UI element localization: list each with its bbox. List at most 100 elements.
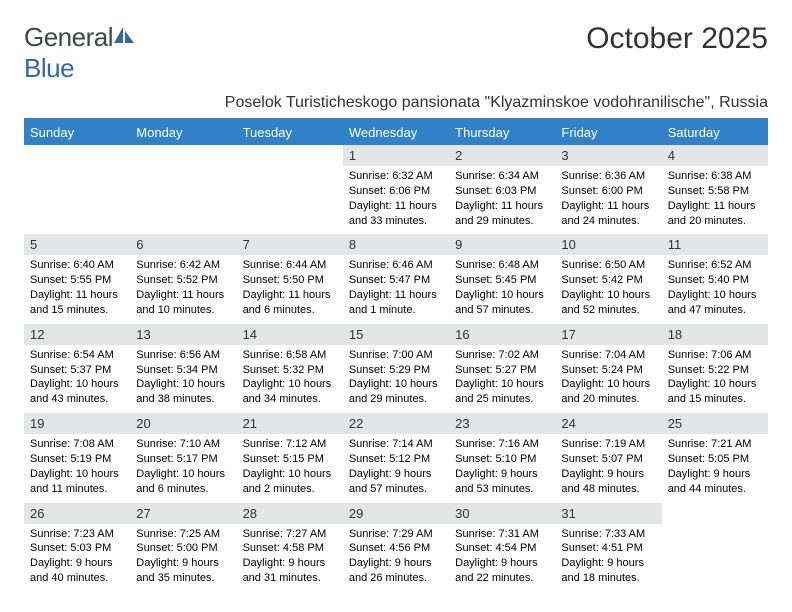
day-info-line: Sunrise: 7:31 AM (455, 527, 549, 542)
day-info-line: Daylight: 10 hours (30, 467, 124, 482)
day-info-line: Sunset: 5:05 PM (668, 452, 762, 467)
day-info-line: Sunrise: 6:48 AM (455, 258, 549, 273)
logo-sail-icon (113, 26, 135, 51)
day-info-line: Sunrise: 6:32 AM (349, 169, 443, 184)
day-content-cell: Sunrise: 6:56 AMSunset: 5:34 PMDaylight:… (130, 345, 236, 413)
day-content-cell: Sunrise: 7:23 AMSunset: 5:03 PMDaylight:… (24, 524, 130, 592)
day-number-cell: 27 (130, 503, 236, 524)
day-info-line: and 11 minutes. (30, 482, 124, 497)
day-number-cell (662, 503, 768, 524)
day-info-line: Daylight: 9 hours (349, 556, 443, 571)
day-info-line: Sunset: 5:03 PM (30, 541, 124, 556)
day-content-cell: Sunrise: 6:52 AMSunset: 5:40 PMDaylight:… (662, 255, 768, 323)
day-info-line: Daylight: 10 hours (349, 377, 443, 392)
day-number-cell: 2 (449, 145, 555, 166)
day-content-cell: Sunrise: 7:08 AMSunset: 5:19 PMDaylight:… (24, 434, 130, 502)
day-info-line: and 38 minutes. (136, 392, 230, 407)
day-info-line: and 31 minutes. (243, 571, 337, 586)
day-number-row: 1234 (24, 145, 768, 166)
day-info-line: Sunset: 5:17 PM (136, 452, 230, 467)
day-content-cell: Sunrise: 7:04 AMSunset: 5:24 PMDaylight:… (555, 345, 661, 413)
day-info-line: and 43 minutes. (30, 392, 124, 407)
day-info-line: Daylight: 9 hours (136, 556, 230, 571)
day-content-cell: Sunrise: 7:19 AMSunset: 5:07 PMDaylight:… (555, 434, 661, 502)
day-info-line: Sunrise: 7:25 AM (136, 527, 230, 542)
day-info-line: Sunrise: 6:34 AM (455, 169, 549, 184)
day-number-cell: 7 (237, 234, 343, 255)
day-content-cell: Sunrise: 7:29 AMSunset: 4:56 PMDaylight:… (343, 524, 449, 592)
day-number-cell: 28 (237, 503, 343, 524)
day-number-cell: 31 (555, 503, 661, 524)
day-info-line: Daylight: 11 hours (349, 199, 443, 214)
day-info-line: Sunset: 4:54 PM (455, 541, 549, 556)
day-info-line: Daylight: 9 hours (243, 556, 337, 571)
day-info-line: Sunrise: 6:58 AM (243, 348, 337, 363)
day-content-cell: Sunrise: 6:40 AMSunset: 5:55 PMDaylight:… (24, 255, 130, 323)
day-info-line: Sunrise: 7:16 AM (455, 437, 549, 452)
day-number-cell: 15 (343, 324, 449, 345)
day-info-line: Sunset: 5:24 PM (561, 363, 655, 378)
day-info-line: Sunset: 5:45 PM (455, 273, 549, 288)
day-info-line: Sunset: 6:00 PM (561, 184, 655, 199)
day-number-cell: 10 (555, 234, 661, 255)
day-content-cell: Sunrise: 7:14 AMSunset: 5:12 PMDaylight:… (343, 434, 449, 502)
day-info-line: Sunset: 4:56 PM (349, 541, 443, 556)
day-info-line: and 20 minutes. (561, 392, 655, 407)
weekday-header: Saturday (662, 119, 768, 145)
day-content-cell: Sunrise: 7:00 AMSunset: 5:29 PMDaylight:… (343, 345, 449, 413)
day-info-line: Daylight: 9 hours (349, 467, 443, 482)
day-info-line: and 26 minutes. (349, 571, 443, 586)
day-info-line: Sunset: 5:32 PM (243, 363, 337, 378)
day-info-line: Sunset: 5:52 PM (136, 273, 230, 288)
calendar-body: 1234Sunrise: 6:32 AMSunset: 6:06 PMDayli… (24, 145, 768, 592)
day-info-line: Sunset: 6:03 PM (455, 184, 549, 199)
day-info-line: Sunrise: 7:33 AM (561, 527, 655, 542)
day-number-cell: 21 (237, 413, 343, 434)
day-info-line: and 1 minute. (349, 303, 443, 318)
day-info-line: and 15 minutes. (30, 303, 124, 318)
day-info-line: Daylight: 11 hours (668, 199, 762, 214)
weekday-header: Monday (130, 119, 236, 145)
day-info-line: and 48 minutes. (561, 482, 655, 497)
day-info-line: Sunset: 5:58 PM (668, 184, 762, 199)
day-content-row: Sunrise: 6:40 AMSunset: 5:55 PMDaylight:… (24, 255, 768, 323)
day-content-cell: Sunrise: 7:06 AMSunset: 5:22 PMDaylight:… (662, 345, 768, 413)
day-info-line: Sunset: 5:34 PM (136, 363, 230, 378)
day-info-line: and 25 minutes. (455, 392, 549, 407)
day-info-line: Sunrise: 7:10 AM (136, 437, 230, 452)
day-info-line: and 29 minutes. (349, 392, 443, 407)
day-number-cell: 8 (343, 234, 449, 255)
day-info-line: Daylight: 10 hours (561, 377, 655, 392)
day-number-row: 19202122232425 (24, 413, 768, 434)
logo-text-wrap: General Blue (24, 22, 135, 84)
day-number-cell: 13 (130, 324, 236, 345)
day-info-line: and 29 minutes. (455, 214, 549, 229)
day-content-cell: Sunrise: 6:58 AMSunset: 5:32 PMDaylight:… (237, 345, 343, 413)
day-number-row: 262728293031 (24, 503, 768, 524)
day-info-line: Sunset: 5:42 PM (561, 273, 655, 288)
day-content-row: Sunrise: 7:23 AMSunset: 5:03 PMDaylight:… (24, 524, 768, 592)
day-info-line: Daylight: 9 hours (455, 556, 549, 571)
day-number-cell: 18 (662, 324, 768, 345)
day-content-cell: Sunrise: 7:31 AMSunset: 4:54 PMDaylight:… (449, 524, 555, 592)
day-content-row: Sunrise: 7:08 AMSunset: 5:19 PMDaylight:… (24, 434, 768, 502)
day-content-cell: Sunrise: 7:02 AMSunset: 5:27 PMDaylight:… (449, 345, 555, 413)
day-info-line: Daylight: 9 hours (30, 556, 124, 571)
page-title: October 2025 (586, 22, 768, 56)
day-content-cell: Sunrise: 7:16 AMSunset: 5:10 PMDaylight:… (449, 434, 555, 502)
day-info-line: and 40 minutes. (30, 571, 124, 586)
day-number-cell: 17 (555, 324, 661, 345)
day-info-line: Daylight: 10 hours (668, 288, 762, 303)
day-content-cell: Sunrise: 6:34 AMSunset: 6:03 PMDaylight:… (449, 166, 555, 234)
day-number-cell: 5 (24, 234, 130, 255)
day-content-cell: Sunrise: 6:38 AMSunset: 5:58 PMDaylight:… (662, 166, 768, 234)
day-info-line: Sunrise: 6:44 AM (243, 258, 337, 273)
day-number-cell: 30 (449, 503, 555, 524)
day-info-line: Daylight: 11 hours (30, 288, 124, 303)
day-info-line: Sunset: 5:07 PM (561, 452, 655, 467)
day-number-cell (130, 145, 236, 166)
day-info-line: Sunrise: 7:21 AM (668, 437, 762, 452)
day-info-line: and 47 minutes. (668, 303, 762, 318)
day-info-line: Sunrise: 7:04 AM (561, 348, 655, 363)
day-info-line: Sunrise: 7:19 AM (561, 437, 655, 452)
